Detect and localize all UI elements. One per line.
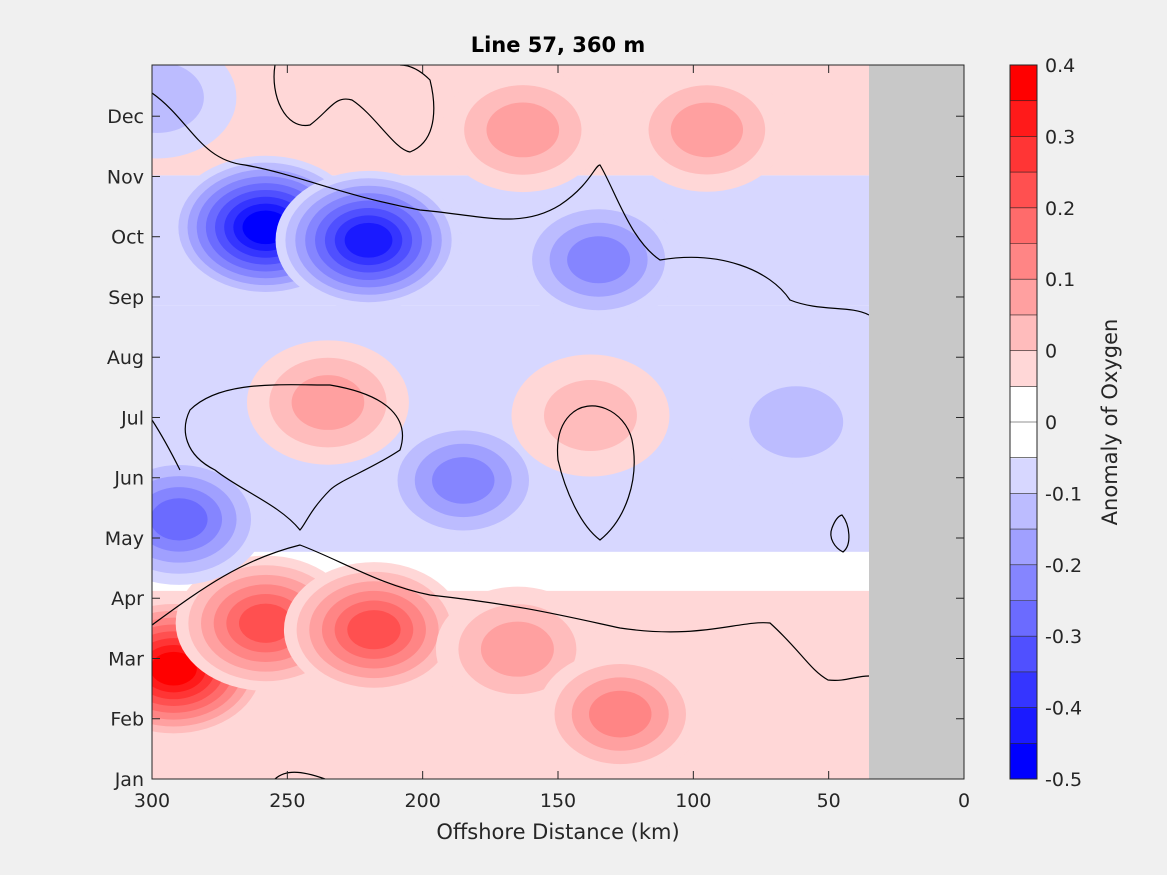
colorbar-tick-label: 0.2 xyxy=(1045,198,1075,220)
y-tick-label: Dec xyxy=(107,106,144,128)
x-tick-label: 50 xyxy=(817,790,841,812)
y-tick-label: Aug xyxy=(107,347,144,369)
colorbar-tick-label: 0.4 xyxy=(1045,55,1075,77)
y-tick-label: Sep xyxy=(108,287,144,309)
y-tick-label: Jun xyxy=(113,468,144,490)
colorbar-ticks: -0.5 -0.4 -0.3 -0.2 -0.1 0 0 0.1 0.2 0.3 0.4 xyxy=(1045,55,1082,791)
y-tick-label: Jan xyxy=(114,769,144,791)
zero-contour-line xyxy=(152,419,181,471)
x-tick-label: 250 xyxy=(269,790,305,812)
colorbar-tick-label: -0.3 xyxy=(1045,626,1082,648)
colorbar-level xyxy=(1010,100,1037,137)
colorbar-level xyxy=(1010,350,1037,387)
y-tick-label: Apr xyxy=(111,588,144,610)
anomaly-contour-level xyxy=(589,690,652,738)
anomaly-contour-level xyxy=(152,498,208,541)
y-tick-label: Jul xyxy=(120,407,144,429)
colorbar-level xyxy=(1010,671,1037,709)
colorbar-level xyxy=(1010,65,1037,102)
colorbar-levels xyxy=(1010,65,1037,780)
colorbar-level xyxy=(1010,493,1037,530)
no-data-region xyxy=(869,65,964,779)
colorbar-tick-label: 0 xyxy=(1045,341,1057,363)
colorbar-tick-label: -0.2 xyxy=(1045,555,1082,577)
anomaly-contour-level xyxy=(239,603,293,643)
colorbar-level xyxy=(1010,136,1037,173)
anomaly-contour-level xyxy=(344,222,393,258)
x-tick-label: 200 xyxy=(405,790,441,812)
plot-area: 300 250 200 150 100 50 0 Jan Feb Mar Apr May Jun Jul… xyxy=(105,64,970,812)
y-axis: Jan Feb Mar Apr May Jun Jul Aug Sep Oct Nov Dec xyxy=(105,106,964,791)
x-tick-label: 300 xyxy=(134,790,170,812)
anomaly-contour-level xyxy=(347,610,401,650)
colorbar-level xyxy=(1010,422,1037,459)
anomaly-contour-level xyxy=(486,102,560,158)
y-tick-label: Oct xyxy=(111,227,144,249)
colorbar-level xyxy=(1010,636,1037,673)
y-tick-label: Mar xyxy=(108,648,144,670)
colorbar: -0.5 -0.4 -0.3 -0.2 -0.1 0 0 0.1 0.2 0.3 0.4 Anoma… xyxy=(1009,55,1122,791)
anomaly-contour-level xyxy=(480,621,554,677)
anomaly-contour-level xyxy=(670,102,744,158)
anomaly-contour-level xyxy=(749,386,844,458)
colorbar-label: Anomaly of Oxygen xyxy=(1098,319,1122,526)
x-tick-label: 100 xyxy=(675,790,711,812)
colorbar-level xyxy=(1010,600,1037,637)
anomaly-contour-level xyxy=(152,65,204,133)
zero-contour-line xyxy=(830,514,850,553)
y-tick-label: Feb xyxy=(110,709,144,731)
anomaly-field xyxy=(152,65,869,779)
colorbar-tick-label: 0.3 xyxy=(1045,126,1075,148)
anomaly-contour-level xyxy=(567,236,631,284)
chart-title: Line 57, 360 m xyxy=(471,33,646,57)
colorbar-tick-label: 0.1 xyxy=(1045,269,1075,291)
anomaly-contour-level xyxy=(432,457,495,504)
y-tick-label: May xyxy=(105,528,144,550)
x-tick-label: 0 xyxy=(958,790,970,812)
colorbar-level xyxy=(1010,279,1037,316)
colorbar-tick-label: -0.4 xyxy=(1045,698,1082,720)
colorbar-level xyxy=(1010,243,1037,280)
colorbar-level xyxy=(1010,172,1037,209)
zero-contour-line xyxy=(184,384,404,531)
zero-contour-line xyxy=(274,771,326,779)
colorbar-tick-label: 0 xyxy=(1045,412,1057,434)
colorbar-frame xyxy=(1009,64,1038,780)
x-axis-label: Offshore Distance (km) xyxy=(436,820,679,844)
zero-contour-line xyxy=(556,405,635,541)
colorbar-tick-label: -0.1 xyxy=(1045,483,1082,505)
zero-contours xyxy=(152,65,869,779)
zero-contour-line xyxy=(152,544,869,682)
zero-contour-line xyxy=(273,65,435,153)
colorbar-level xyxy=(1010,529,1037,566)
y-tick-label: Nov xyxy=(107,166,144,188)
colorbar-level xyxy=(1010,386,1037,423)
anomaly-contour-level xyxy=(291,375,365,430)
colorbar-level xyxy=(1010,707,1037,744)
anomaly-contour-level xyxy=(152,651,197,686)
zero-contour-line xyxy=(152,92,869,316)
x-axis: 300 250 200 150 100 50 0 xyxy=(134,65,970,812)
x-tick-label: 150 xyxy=(540,790,576,812)
colorbar-level xyxy=(1010,743,1037,780)
colorbar-tick-label: -0.5 xyxy=(1045,769,1082,791)
colorbar-level xyxy=(1010,207,1037,244)
colorbar-level xyxy=(1010,457,1037,494)
anomaly-contour-level xyxy=(543,380,637,452)
colorbar-level xyxy=(1010,314,1037,352)
colorbar-level xyxy=(1010,564,1037,601)
